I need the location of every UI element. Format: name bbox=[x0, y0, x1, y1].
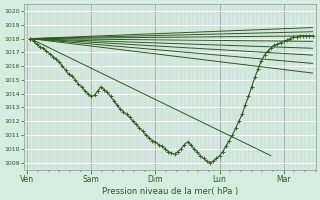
X-axis label: Pression niveau de la mer( hPa ): Pression niveau de la mer( hPa ) bbox=[102, 187, 238, 196]
